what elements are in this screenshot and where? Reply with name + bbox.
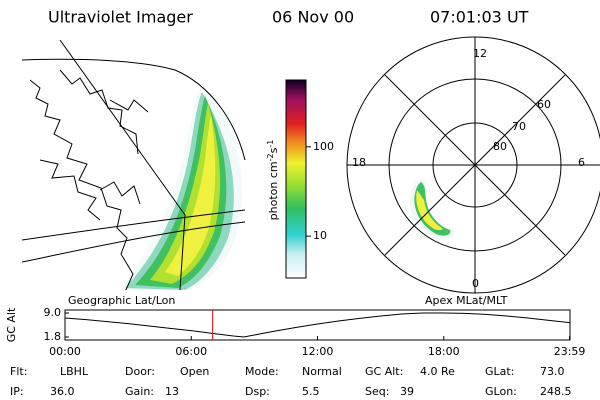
left-panel-label: Geographic Lat/Lon [68, 294, 175, 307]
field-value: 4.0 Re [420, 365, 455, 378]
polar-label: 12 [473, 47, 487, 60]
field-label: GLat: [485, 365, 514, 378]
x-tick-label: 00:00 [49, 345, 81, 358]
field-value: 13 [165, 385, 179, 398]
field-value: 73.0 [540, 365, 565, 378]
field-value: 36.0 [50, 385, 75, 398]
polar-label: 6 [578, 156, 585, 169]
colorbar-tick-label: 10 [313, 229, 327, 242]
right-panel-label: Apex MLat/MLT [425, 294, 508, 307]
geo-image [22, 40, 246, 290]
time: 07:01:03 UT [430, 8, 529, 27]
field-value: 39 [400, 385, 414, 398]
exp: -2 [266, 153, 275, 161]
field-label: Flt: [10, 365, 27, 378]
polar-label: 70 [512, 120, 526, 133]
field-value: LBHL [60, 365, 89, 378]
instrument: Ultraviolet Imager [48, 8, 193, 27]
y-tick-label: 1.8 [44, 330, 62, 343]
polar-label: 80 [493, 140, 507, 153]
polar-plot [346, 36, 600, 294]
field-label: GLon: [485, 385, 517, 398]
field-label: Gain: [125, 385, 154, 398]
colorbar-label: photon cm-2s-1 [266, 140, 281, 221]
field-label: Door: [125, 365, 155, 378]
y-tick-label: 9.0 [44, 306, 62, 319]
field-value: Normal [302, 365, 342, 378]
unit: photon cm [267, 161, 280, 220]
x-tick-label: 18:00 [428, 345, 460, 358]
unit: s [267, 147, 280, 153]
y-axis-label: GC Alt [5, 307, 18, 342]
altitude-line [64, 312, 570, 338]
date: 06 Nov 00 [272, 8, 354, 27]
field-label: Mode: [245, 365, 279, 378]
field-label: GC Alt: [365, 365, 403, 378]
x-tick-label: 12:00 [302, 345, 334, 358]
exp: -1 [266, 140, 275, 148]
x-tick-label: 06:00 [175, 345, 207, 358]
polar-label: 60 [537, 98, 551, 111]
polar-label: 0 [472, 277, 479, 290]
polar-label: 18 [352, 156, 366, 169]
field-label: Dsp: [245, 385, 270, 398]
colorbar [285, 79, 307, 279]
x-tick-label: 23:59 [554, 345, 586, 358]
colorbar-tick-label: 100 [313, 140, 334, 153]
field-value: Open [180, 365, 209, 378]
field-value: 5.5 [302, 385, 320, 398]
field-label: Seq: [365, 385, 389, 398]
field-label: IP: [10, 385, 24, 398]
field-value: 248.5 [540, 385, 572, 398]
